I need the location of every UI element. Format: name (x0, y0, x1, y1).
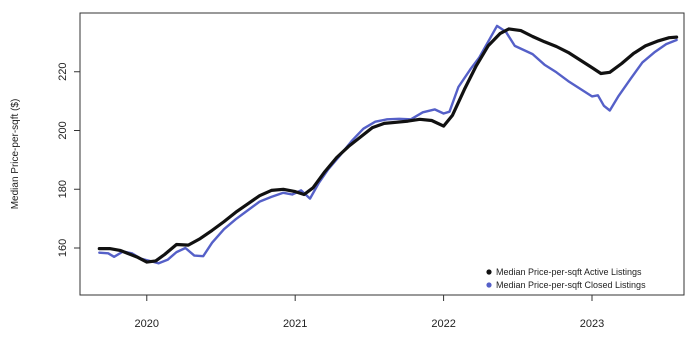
y-axis: 160 180 200 220 (57, 63, 80, 257)
legend-label-active: Median Price-per-sqft Active Listings (496, 267, 642, 277)
plot-frame (79, 12, 685, 296)
y-tick-label: 180 (57, 180, 69, 198)
legend-label-closed: Median Price-per-sqft Closed Listings (496, 280, 646, 290)
series-layer (97, 24, 679, 265)
legend-entry-active: Median Price-per-sqft Active Listings (486, 267, 642, 277)
x-tick-label: 2023 (580, 318, 604, 330)
legend-marker-closed (486, 282, 492, 288)
legend-entry-closed: Median Price-per-sqft Closed Listings (486, 280, 646, 290)
series-line-closed-listings (98, 24, 678, 265)
y-tick-label: 160 (57, 239, 69, 257)
y-tick-label: 200 (57, 121, 69, 139)
x-tick-label: 2021 (283, 318, 307, 330)
x-tick-label: 2022 (431, 318, 455, 330)
y-axis-title: Median Price-per-sqft ($) (10, 99, 21, 210)
y-tick-label: 220 (57, 63, 69, 81)
legend: Median Price-per-sqft Active Listings Me… (486, 267, 646, 290)
x-tick-label: 2020 (135, 318, 159, 330)
series-line-active-listings (97, 27, 679, 264)
legend-marker-active (486, 269, 492, 275)
x-axis: 2020 2021 2022 2023 (135, 295, 604, 330)
